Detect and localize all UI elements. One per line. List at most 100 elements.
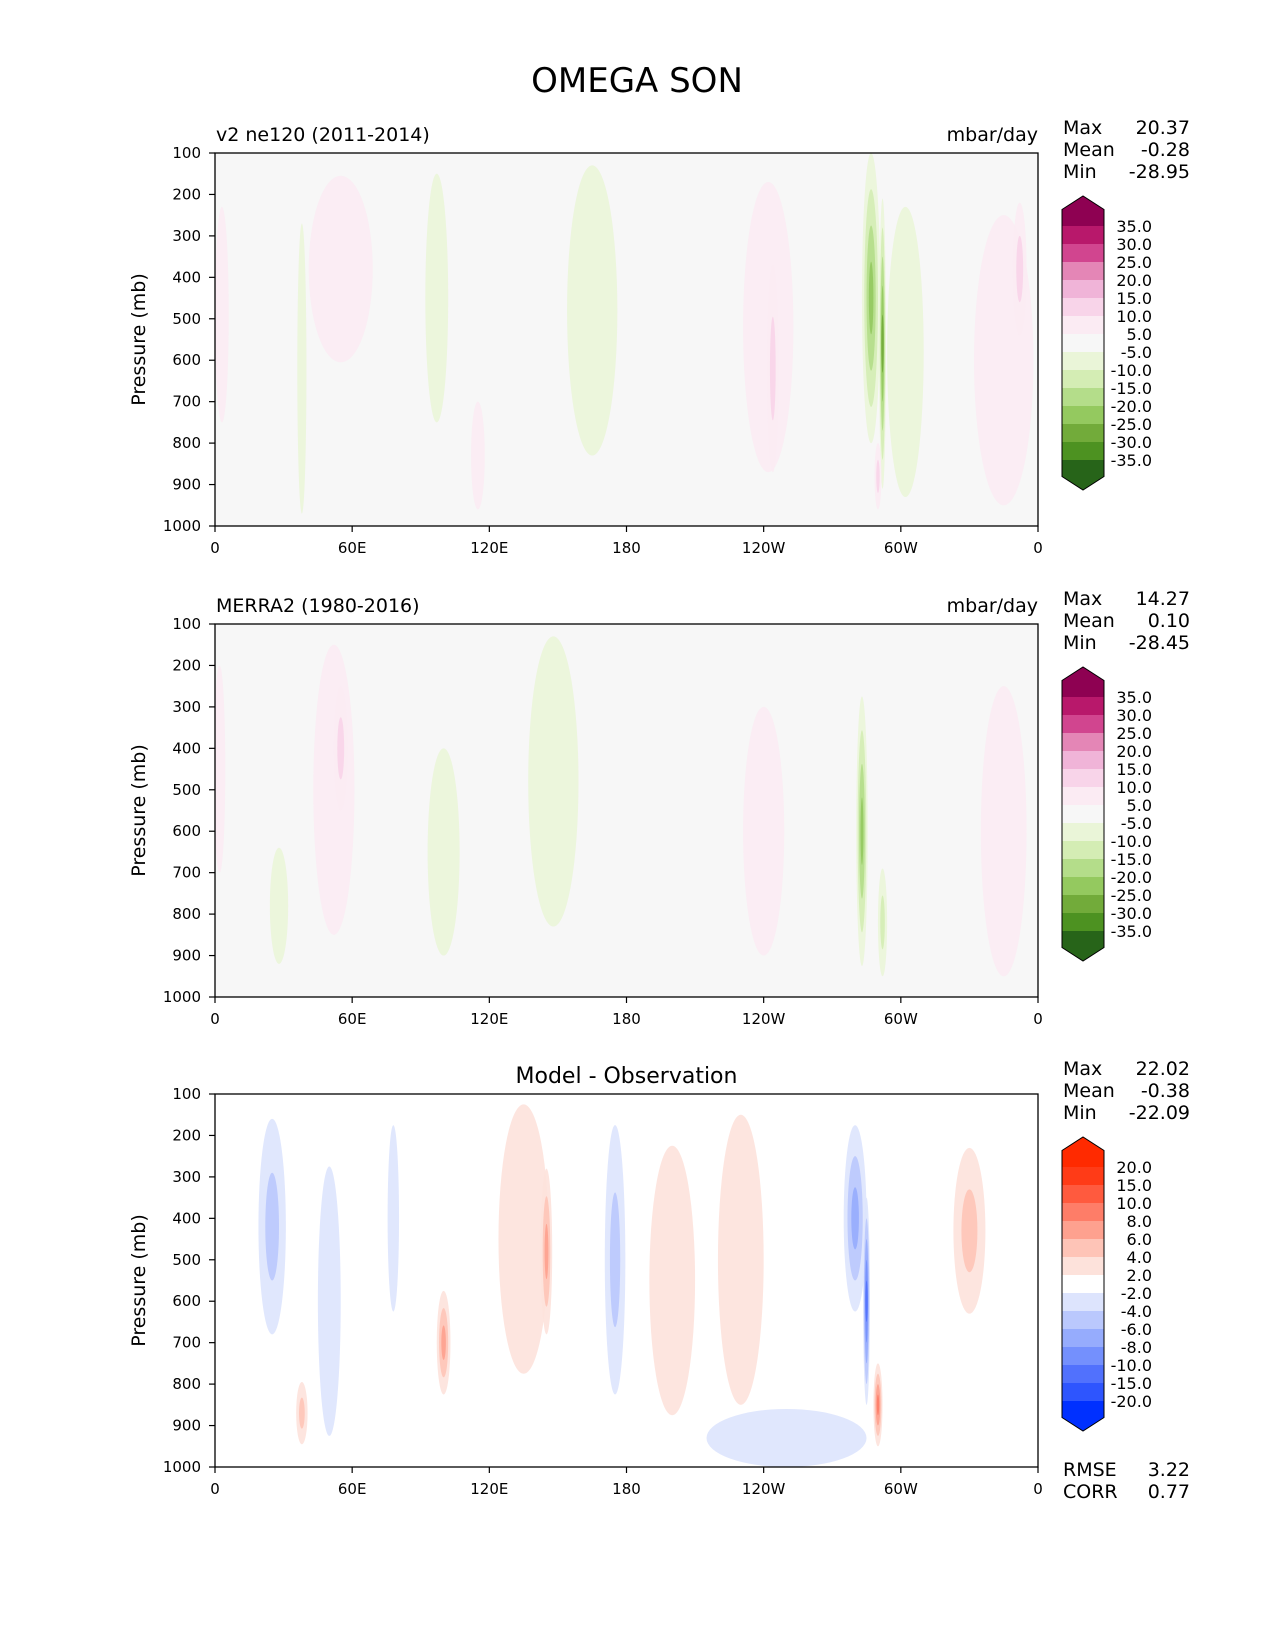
colorbar-label: -35.0 — [1111, 922, 1152, 941]
colorbar-extend-top — [1062, 196, 1104, 226]
colorbar-label: 15.0 — [1116, 289, 1152, 308]
x-tick-label: 0 — [1033, 1010, 1043, 1028]
stat-value-rmse: 3.22 — [1148, 1459, 1190, 1481]
y-tick-label: 900 — [172, 476, 201, 494]
x-tick-label: 60W — [884, 1010, 918, 1028]
contour-blob-1-band-1 — [317, 1166, 341, 1436]
colorbar-segment — [1062, 316, 1104, 335]
x-tick-label: 0 — [210, 1010, 220, 1028]
colorbar-label: -10.0 — [1111, 832, 1152, 851]
colorbar-label: -35.0 — [1111, 451, 1152, 470]
colorbar-segment — [1062, 406, 1104, 425]
stat-value-min: -28.95 — [1129, 161, 1190, 183]
colorbar-segment — [1062, 334, 1104, 353]
colorbar-label: -15.0 — [1111, 1374, 1152, 1393]
x-tick-label: 120W — [742, 539, 786, 557]
y-tick-label: 800 — [172, 905, 201, 923]
figure-title: OMEGA SON — [531, 61, 743, 101]
contour-blob-3-band-2 — [337, 717, 345, 780]
y-tick-label: 1000 — [163, 517, 201, 535]
colorbar-segment — [1062, 859, 1104, 878]
contour-blob-5-band-3 — [544, 1223, 549, 1280]
colorbar-label: 35.0 — [1116, 688, 1152, 707]
stat-value-mean: -0.38 — [1141, 1080, 1190, 1102]
contour-blob-7-band-4 — [860, 797, 864, 865]
colorbar-label: 10.0 — [1116, 1194, 1152, 1213]
colorbar-label: 15.0 — [1116, 760, 1152, 779]
colorbar-segment — [1062, 877, 1104, 896]
y-tick-label: 400 — [172, 739, 201, 757]
colorbar-segment — [1062, 913, 1104, 932]
y-tick-label: 100 — [172, 615, 201, 633]
x-tick-label: 180 — [612, 1480, 641, 1498]
colorbar-extend-top — [1062, 1137, 1104, 1167]
colorbar-label: 10.0 — [1116, 307, 1152, 326]
colorbar-label: 35.0 — [1116, 217, 1152, 236]
colorbar-label: 15.0 — [1116, 1176, 1152, 1195]
contour-blob-13-band-2 — [1016, 235, 1024, 303]
colorbar-extend-bottom — [1062, 460, 1104, 490]
colorbar-segment — [1062, 1329, 1104, 1348]
colorbar-segment — [1062, 895, 1104, 914]
colorbar-segment — [1062, 226, 1104, 245]
colorbar-segment — [1062, 715, 1104, 734]
contour-blob-1-band-1 — [297, 223, 307, 514]
colorbar-label: -20.0 — [1111, 868, 1152, 887]
colorbar-segment — [1062, 352, 1104, 371]
stat-label-max: Max — [1063, 117, 1102, 139]
y-tick-label: 500 — [172, 1251, 201, 1269]
y-tick-label: 500 — [172, 781, 201, 799]
colorbar-label: -30.0 — [1111, 904, 1152, 923]
stat-value-min: -22.09 — [1129, 1102, 1190, 1124]
contour-blob-14-band-1 — [706, 1408, 867, 1467]
stat-value-mean: 0.10 — [1148, 610, 1190, 632]
x-tick-label: 120W — [742, 1480, 786, 1498]
x-tick-label: 120W — [742, 1010, 786, 1028]
stat-label-mean: Mean — [1063, 1080, 1115, 1102]
colorbar-segment — [1062, 805, 1104, 824]
y-tick-label: 700 — [172, 393, 201, 411]
stat-label-rmse: RMSE — [1063, 1459, 1117, 1481]
colorbar-label: 8.0 — [1127, 1212, 1152, 1231]
contour-blob-9-band-3 — [851, 1187, 859, 1250]
colorbar-label: -5.0 — [1121, 814, 1152, 833]
x-tick-label: 120E — [470, 1010, 508, 1028]
colorbar-label: -5.0 — [1121, 343, 1152, 362]
y-tick-label: 400 — [172, 1209, 201, 1227]
colorbar-label: -20.0 — [1111, 397, 1152, 416]
contour-blob-8-band-1 — [717, 1114, 764, 1405]
colorbar-segment — [1062, 370, 1104, 389]
panel-ref: 0 60E 120E 180 120W 60W 0 100 200 300 400 500 600 700… — [128, 588, 1190, 1028]
colorbar-label: 4.0 — [1127, 1248, 1152, 1267]
contour-blob-8-band-2 — [880, 895, 885, 950]
contour-blob-0-band-1 — [215, 665, 226, 873]
y-tick-label: 100 — [172, 1085, 201, 1103]
y-tick-label: 200 — [172, 656, 201, 674]
colorbar-outline — [1061, 195, 1105, 491]
x-tick-label: 60E — [338, 1480, 367, 1498]
y-tick-label: 100 — [172, 144, 201, 162]
colorbar-label: 20.0 — [1116, 271, 1152, 290]
x-tick-label: 120E — [470, 539, 508, 557]
panel-diff: 0 60E 120E 180 120W 60W 0 100 200 300 400 500 600 700… — [128, 1058, 1190, 1503]
x-tick-label: 60W — [884, 539, 918, 557]
y-tick-label: 600 — [172, 1292, 201, 1310]
colorbar-segment — [1062, 697, 1104, 716]
colorbar-label: -8.0 — [1121, 1338, 1152, 1357]
x-tick-label: 120E — [470, 1480, 508, 1498]
stat-label-max: Max — [1063, 1058, 1102, 1080]
stat-value-max: 14.27 — [1136, 588, 1190, 610]
colorbar-segment — [1062, 823, 1104, 842]
contour-blob-7-band-1 — [649, 1145, 696, 1416]
colorbar-label: 20.0 — [1116, 742, 1152, 761]
y-tick-label: 700 — [172, 1334, 201, 1352]
x-tick-label: 0 — [1033, 539, 1043, 557]
colorbar-label: -10.0 — [1111, 361, 1152, 380]
contour-blob-2-band-1 — [387, 1125, 400, 1312]
contour-blob-3-band-1 — [425, 173, 449, 423]
colorbar-label: 30.0 — [1116, 235, 1152, 254]
y-axis-label: Pressure (mb) — [128, 273, 150, 406]
colorbar-segment — [1062, 1293, 1104, 1312]
colorbar-segment — [1062, 424, 1104, 443]
contour-blob-10-band-4 — [876, 1394, 880, 1416]
